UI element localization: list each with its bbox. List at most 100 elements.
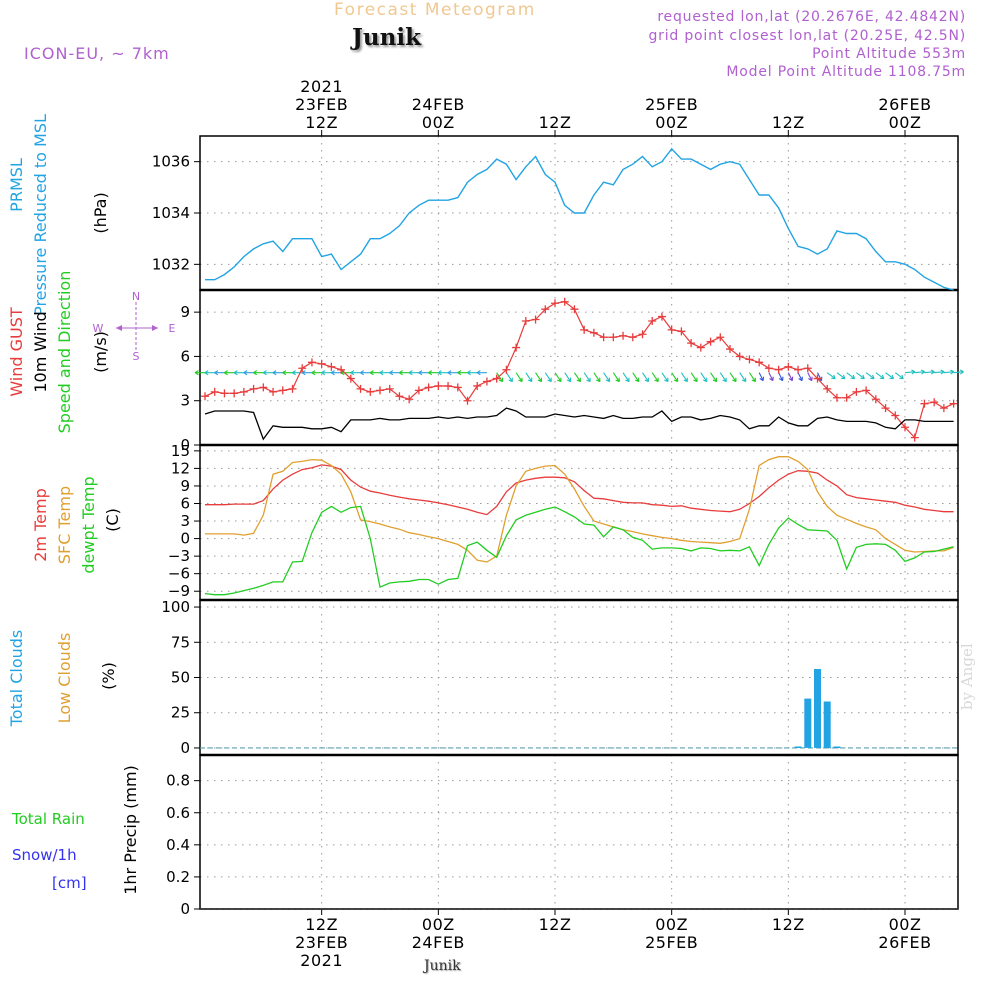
compass-w-label: W <box>93 322 104 335</box>
panel-label-precip: 1hr Precip (mm) <box>121 765 140 895</box>
series-wind-gust-point <box>230 389 239 398</box>
series-wind-gust-point <box>414 386 423 395</box>
y-tick-label: 0 <box>180 530 190 548</box>
series-wind-gust-point <box>521 317 530 325</box>
wind-arrow <box>204 370 215 376</box>
wind-arrow <box>904 369 916 375</box>
y-tick-label: 3 <box>180 512 190 530</box>
wind-arrow <box>573 372 581 383</box>
series-wind-gust-point <box>317 359 326 368</box>
panel-label-pressure: Pressure Reduced to MSL <box>31 114 50 316</box>
series-wind-gust-point <box>628 333 637 342</box>
wind-arrow <box>476 370 487 376</box>
series-wind-gust <box>204 301 954 439</box>
wind-arrow <box>651 372 659 383</box>
panel-clouds <box>194 599 959 756</box>
wind-arrow <box>661 372 669 383</box>
series-wind-gust-point <box>560 297 569 306</box>
bottom-time-label: 00Z <box>422 915 455 934</box>
series-wind-gust-point <box>259 383 268 392</box>
wind-arrow <box>505 372 513 383</box>
series-wind-gust-point <box>269 387 278 396</box>
panel-label-temp: SFC Temp <box>55 486 74 564</box>
y-tick-label: 0.6 <box>166 804 190 822</box>
series-10m-wind <box>204 407 954 441</box>
wind-arrow <box>466 370 478 376</box>
series-wind-gust-point <box>298 364 307 373</box>
wind-arrow <box>603 372 611 383</box>
series-wind-gust-point <box>463 396 472 405</box>
panel-label-clouds: (%) <box>99 662 118 690</box>
panel-label-precip: Snow/1h <box>12 846 77 864</box>
wind-arrow <box>554 372 562 383</box>
wind-arrow <box>379 370 390 376</box>
series-wind-gust-point <box>862 386 871 395</box>
y-tick-label: 6 <box>180 494 190 512</box>
y-tick-label: 50 <box>171 669 190 687</box>
series-dewpt-temp <box>204 505 954 596</box>
wind-arrow <box>282 370 293 376</box>
series-wind-gust-point <box>356 384 365 393</box>
series-wind-gust-point <box>482 377 491 386</box>
wind-arrow <box>622 372 630 383</box>
wind-arrow <box>262 370 274 376</box>
compass-s-label: S <box>133 350 140 363</box>
y-tick-label: 100 <box>161 598 190 616</box>
series-wind-gust-point <box>774 365 783 374</box>
wind-arrow <box>729 372 737 383</box>
series-wind-gust-point <box>745 355 754 364</box>
series-prmsl <box>205 147 954 291</box>
series-wind-gust-point <box>657 312 666 321</box>
series-wind-gust-point <box>201 392 209 401</box>
wind-arrow <box>826 372 836 380</box>
watermark: by Angel <box>958 643 976 710</box>
wind-arrow <box>846 372 856 380</box>
series-wind-gust-point <box>823 384 832 393</box>
series-wind-gust-point <box>794 365 803 374</box>
y-tick-label: 0.8 <box>166 772 190 790</box>
series-wind-gust-point <box>385 384 394 393</box>
series-wind-gust-point <box>648 317 657 325</box>
series-wind-gust-point <box>706 337 715 346</box>
panel-frame <box>199 754 959 910</box>
wind-arrow <box>243 370 254 376</box>
panel-label-clouds: Low Clouds <box>55 633 74 724</box>
series-wind-gust-point <box>473 381 482 390</box>
wind-arrow <box>943 369 955 375</box>
point-altitude: Point Altitude 553m <box>812 46 966 62</box>
series-wind-gust-point <box>609 333 618 342</box>
wind-arrow <box>408 370 419 376</box>
series-wind-gust-point <box>327 362 336 371</box>
top-time-label: 12Z <box>772 113 805 132</box>
wind-arrow <box>885 372 895 380</box>
y-tick-label: 9 <box>180 477 190 495</box>
cloud-bar <box>814 669 821 748</box>
panel-label-temp: (C) <box>103 508 122 532</box>
top-time-label: 25FEB <box>645 95 698 114</box>
wind-arrow <box>642 372 650 383</box>
wind-arrow <box>525 372 533 383</box>
wind-arrow <box>223 370 235 376</box>
bottom-time-label: 25FEB <box>645 933 698 952</box>
series-wind-gust-point <box>901 423 909 432</box>
series-wind-gust-point <box>842 393 851 402</box>
series-wind-gust-point <box>764 364 773 373</box>
top-time-label: 00Z <box>889 113 922 132</box>
series-wind-gust-point <box>939 404 948 413</box>
series-wind-gust-point <box>891 411 900 420</box>
y-tick-label: 0 <box>180 900 190 918</box>
wind-arrow <box>778 372 784 382</box>
grid-point-coords: grid point closest lon,lat (20.25E, 42.5… <box>648 28 966 44</box>
bottom-time-label: 12Z <box>772 915 805 934</box>
wind-arrow <box>447 370 458 376</box>
series-wind-gust-point <box>813 374 822 383</box>
footer-station: Junik <box>424 958 461 974</box>
top-time-label: 00Z <box>655 113 688 132</box>
y-tick-label: 9 <box>180 303 190 321</box>
y-tick-label: 0.4 <box>166 836 190 854</box>
y-tick-label: 15 <box>171 442 190 460</box>
wind-arrow <box>330 370 342 376</box>
panel-label-temp: dewpt Temp <box>79 476 98 573</box>
wind-arrow <box>457 370 468 376</box>
